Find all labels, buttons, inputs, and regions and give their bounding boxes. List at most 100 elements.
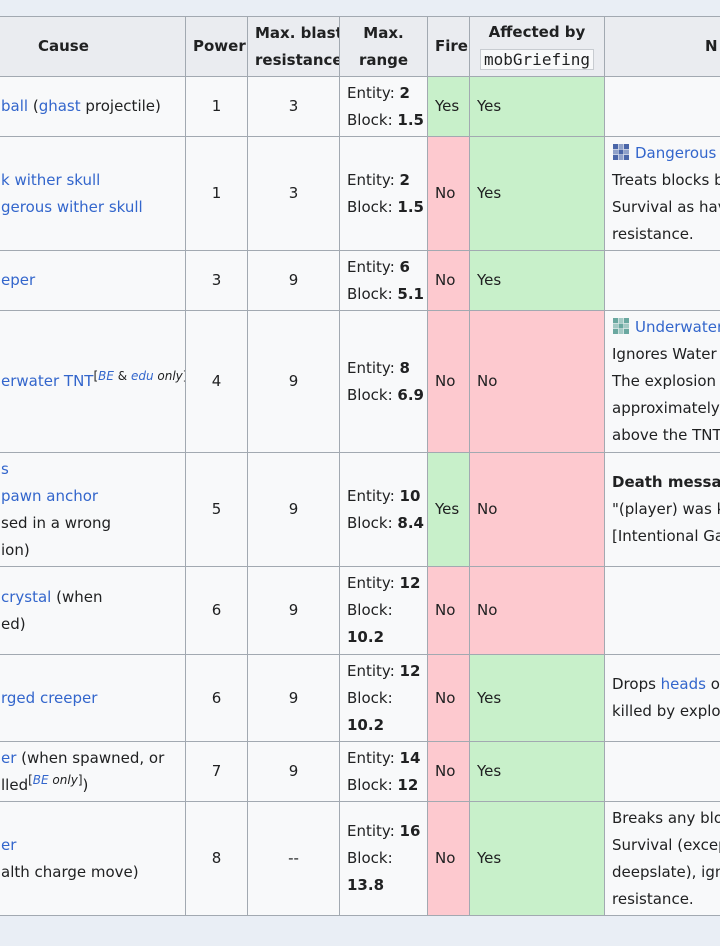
cell: 8	[185, 801, 248, 916]
link[interactable]: erwater TNT	[1, 372, 94, 390]
cell: No	[427, 801, 470, 916]
header-cell: Fire	[427, 16, 470, 77]
text: 9	[288, 372, 299, 390]
cell-line: rged creeper	[1, 685, 178, 712]
link[interactable]: gerous wither skull	[1, 197, 143, 216]
text: Power	[193, 37, 246, 55]
icon	[613, 318, 629, 334]
cell	[604, 250, 720, 311]
text: Yes	[435, 97, 460, 115]
cell-line: resistance.	[612, 886, 720, 913]
link[interactable]: Underwater	[635, 318, 720, 336]
cell-line: 10.2	[347, 712, 420, 739]
cell-line: above the TNT'	[612, 422, 720, 449]
cell-line: erwater TNT[BE & edu only]	[1, 368, 185, 395]
text: No	[477, 601, 498, 619]
cell: 4	[185, 310, 248, 453]
link[interactable]: eper	[1, 271, 36, 289]
link[interactable]: BE	[32, 772, 49, 787]
text: above the TNT'	[612, 426, 720, 444]
text: 3	[288, 184, 299, 202]
cell-line: No	[435, 180, 462, 207]
cell-line: Yes	[477, 93, 597, 120]
text: Yes	[477, 762, 502, 780]
link[interactable]: k wither skull	[1, 170, 101, 189]
link[interactable]: er	[1, 748, 17, 767]
bold: 13.8	[347, 876, 385, 894]
cell: 9	[247, 566, 340, 655]
cell: No	[427, 741, 470, 802]
cell: No	[427, 136, 470, 251]
cell: Underwater Ignores Water The explosion c ap…	[604, 310, 720, 453]
text: )	[82, 775, 89, 794]
cell-line: 3	[193, 267, 240, 294]
cell: crystal (when ed)	[0, 566, 186, 655]
icon-pixel	[618, 154, 624, 160]
text: Entity:	[347, 748, 400, 767]
link[interactable]: Dangerous	[635, 143, 717, 162]
cell-line: Entity: 12	[347, 658, 420, 685]
bold: Death message	[612, 473, 720, 491]
cell	[604, 76, 720, 137]
cell-line: sed in a wrong	[1, 510, 178, 537]
cell-line: er	[1, 832, 178, 859]
text: (when	[51, 587, 103, 606]
link[interactable]: heads	[660, 675, 706, 693]
text: 8	[211, 849, 222, 867]
text: Survival as hav	[612, 197, 720, 216]
cell: No	[469, 566, 605, 655]
text: No	[435, 762, 456, 780]
bold: 2	[399, 83, 410, 102]
icon-pixel	[624, 318, 629, 323]
link[interactable]: rged creeper	[1, 688, 98, 707]
header-cell: Max. range	[339, 16, 428, 77]
cell-line: gerous wither skull	[1, 194, 178, 221]
cell: Yes	[469, 76, 605, 137]
bold: 6.9	[397, 385, 424, 404]
link[interactable]: er	[1, 835, 17, 854]
link[interactable]: BE	[98, 369, 114, 383]
link[interactable]: s	[1, 459, 9, 478]
link[interactable]: edu	[130, 369, 154, 383]
row: er (when spawned, or lled[BE only]) 7 9 Enti…	[0, 741, 720, 802]
cell: k wither skull gerous wither skull	[0, 136, 186, 251]
icon	[613, 143, 629, 160]
link[interactable]: pawn anchor	[1, 486, 99, 505]
cell: No	[469, 452, 605, 567]
row: s pawn anchor sed in a wrong ion) 5 9 Entity: …	[0, 452, 720, 567]
cell-line: approximately	[612, 395, 720, 422]
cell-line: Entity: 6	[347, 254, 420, 281]
cell-line: alth charge move)	[1, 859, 178, 886]
text: killed by explos	[612, 702, 720, 720]
cell-line: No	[477, 368, 597, 395]
icon-pixel	[624, 149, 629, 154]
cell-line: Fire	[435, 33, 468, 60]
cell-line: Cause	[38, 33, 178, 60]
row: crystal (when ed) 6 9 Entity: 12 Block: 10.2 No…	[0, 566, 720, 655]
link[interactable]: crystal	[1, 587, 52, 606]
text: [	[28, 772, 33, 787]
text: Block:	[347, 110, 398, 129]
cell-line: 13.8	[347, 872, 420, 899]
icon-pixel	[624, 143, 629, 149]
text: Block:	[347, 284, 398, 303]
cell-line: No	[477, 496, 597, 523]
cell-line: 8	[193, 845, 240, 872]
link[interactable]: ghast	[38, 97, 81, 115]
cell-line: pawn anchor	[1, 483, 178, 510]
link[interactable]: ball	[1, 97, 29, 115]
cell-line: 9	[255, 368, 332, 395]
text: Yes	[477, 271, 502, 289]
text: Max. blast	[255, 23, 340, 42]
cell: 1	[185, 76, 248, 137]
cell-line: ion)	[1, 537, 178, 564]
icon-pixel	[624, 154, 629, 160]
cell-line: Block:	[347, 597, 420, 624]
cell: Yes	[427, 76, 470, 137]
text: projectile)	[80, 97, 161, 115]
cell-line: ed)	[1, 611, 178, 638]
cell: 5	[185, 452, 248, 567]
cell-line: The explosion c	[612, 368, 720, 395]
cell: Entity: 12 Block: 10.2	[339, 566, 428, 655]
